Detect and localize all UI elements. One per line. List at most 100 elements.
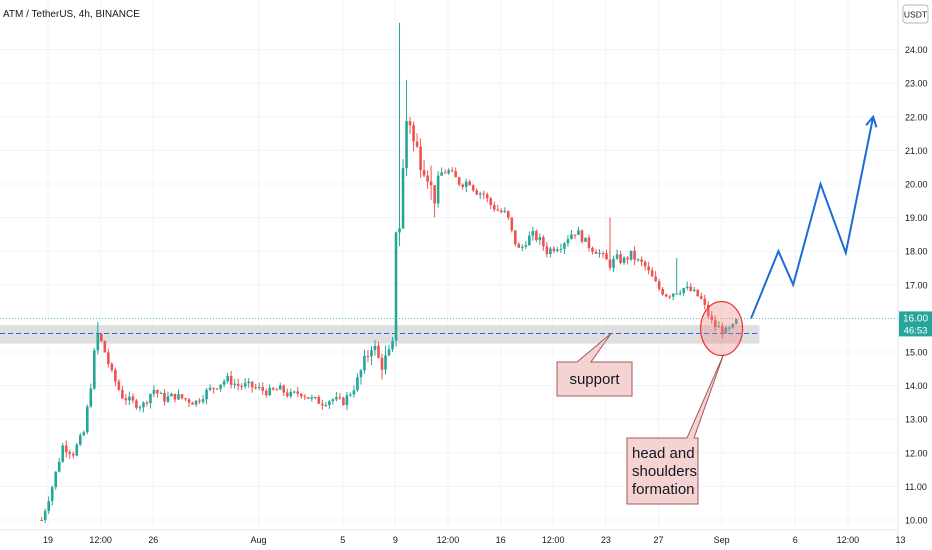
candle-body xyxy=(443,172,447,174)
x-tick-label: Aug xyxy=(250,535,266,545)
candle-body xyxy=(173,393,177,400)
y-tick-label: 17.00 xyxy=(905,280,928,290)
candle-body xyxy=(485,194,489,199)
candle-body xyxy=(180,394,184,399)
time-axis-ticks: 19 12:00 26 Aug 5 9 12:00 16 12:00 23 27 Sep 6 12:00 1… xyxy=(43,535,906,545)
candle-body xyxy=(699,296,703,299)
candle-body xyxy=(64,445,68,453)
candle-body xyxy=(177,394,180,400)
candle-body xyxy=(296,391,300,394)
candle-body xyxy=(356,377,359,391)
candle-body xyxy=(559,248,563,250)
candle-body xyxy=(187,399,191,403)
candle-body xyxy=(415,141,419,147)
y-tick-label: 19.00 xyxy=(905,213,928,223)
candle-body xyxy=(563,243,566,249)
candle-body xyxy=(422,170,426,176)
candle-body xyxy=(47,501,51,511)
candle-body xyxy=(433,185,436,204)
candle-body xyxy=(145,402,149,404)
last-price-tag: 16.00 46:53 xyxy=(899,311,932,337)
candle-body xyxy=(194,400,198,405)
candle-body xyxy=(226,375,229,382)
candle-body xyxy=(243,383,247,387)
candle-body xyxy=(359,370,363,378)
candle-body xyxy=(54,471,58,488)
candle-body xyxy=(657,281,661,289)
y-tick-label: 24.00 xyxy=(905,45,928,55)
candle-body xyxy=(570,234,573,240)
candle-body xyxy=(703,298,707,305)
candle-body xyxy=(426,175,429,182)
candle-body xyxy=(594,251,598,254)
candle-body xyxy=(103,340,107,353)
candle-body xyxy=(310,397,314,399)
x-tick-label: 19 xyxy=(43,535,53,545)
candle-body xyxy=(629,250,633,260)
candle-body xyxy=(82,432,86,436)
candle-body xyxy=(352,390,356,395)
candle-body xyxy=(342,397,345,406)
candle-body xyxy=(499,210,503,213)
pattern-callout-line: head and xyxy=(632,445,695,462)
candle-body xyxy=(268,387,272,396)
candle-body xyxy=(675,293,678,295)
candle-body xyxy=(706,304,710,316)
candle-body xyxy=(401,168,405,229)
candle-body xyxy=(264,390,268,396)
currency-button[interactable]: USDT xyxy=(902,4,929,24)
candle-body xyxy=(514,230,517,245)
candle-body xyxy=(566,239,570,244)
candle-body xyxy=(345,395,349,406)
candle-body xyxy=(535,231,538,241)
candle-body xyxy=(398,228,401,233)
candle-body xyxy=(591,247,594,252)
candle-body xyxy=(271,387,275,390)
candle-body xyxy=(478,193,482,195)
candle-body xyxy=(349,394,352,396)
candle-body xyxy=(671,293,675,297)
candle-body xyxy=(156,390,159,394)
price-axis-ticks: 10.00 11.00 12.00 13.00 14.00 15.00 17.00 18.00… xyxy=(905,45,928,525)
candle-body xyxy=(713,320,717,328)
candle-body xyxy=(292,391,296,393)
symbol-title[interactable]: ATM / TetherUS, 4h, BINANCE xyxy=(3,9,140,20)
y-tick-label: 11.00 xyxy=(905,482,927,492)
candle-body xyxy=(605,253,608,260)
candle-body xyxy=(117,381,121,390)
projection-layer xyxy=(750,114,878,319)
candle-body xyxy=(577,230,580,235)
pattern-callout-line: shoulders xyxy=(632,463,697,480)
y-tick-label: 23.00 xyxy=(905,79,928,89)
candle-body xyxy=(128,396,131,401)
candle-body xyxy=(521,246,524,248)
candle-body xyxy=(636,259,640,261)
candle-body xyxy=(429,181,433,186)
price-axis-background[interactable] xyxy=(898,0,932,550)
candle-body xyxy=(96,333,100,351)
candle-body xyxy=(549,248,552,254)
y-tick-label: 18.00 xyxy=(905,247,928,257)
candle-body xyxy=(275,389,279,391)
candle-body xyxy=(468,181,472,186)
y-tick-label: 21.00 xyxy=(905,146,928,156)
candle-body xyxy=(580,230,584,242)
candle-body xyxy=(608,259,612,268)
candle-body xyxy=(506,211,510,218)
currency-button-frame[interactable] xyxy=(902,4,929,24)
y-tick-label: 14.00 xyxy=(905,381,928,391)
candle-body xyxy=(710,315,714,321)
candle-body xyxy=(57,461,61,472)
candle-body xyxy=(405,121,408,169)
candle-body xyxy=(285,392,289,397)
candle-body xyxy=(121,389,124,399)
candle-body xyxy=(692,289,696,291)
currency-label[interactable]: USDT xyxy=(904,10,927,20)
y-tick-label: 12.00 xyxy=(905,448,928,458)
candle-body xyxy=(391,340,394,350)
candle-body xyxy=(222,381,226,385)
x-tick-label: Sep xyxy=(714,535,730,545)
candle-body xyxy=(461,184,464,187)
support-zone-layer xyxy=(0,317,898,344)
